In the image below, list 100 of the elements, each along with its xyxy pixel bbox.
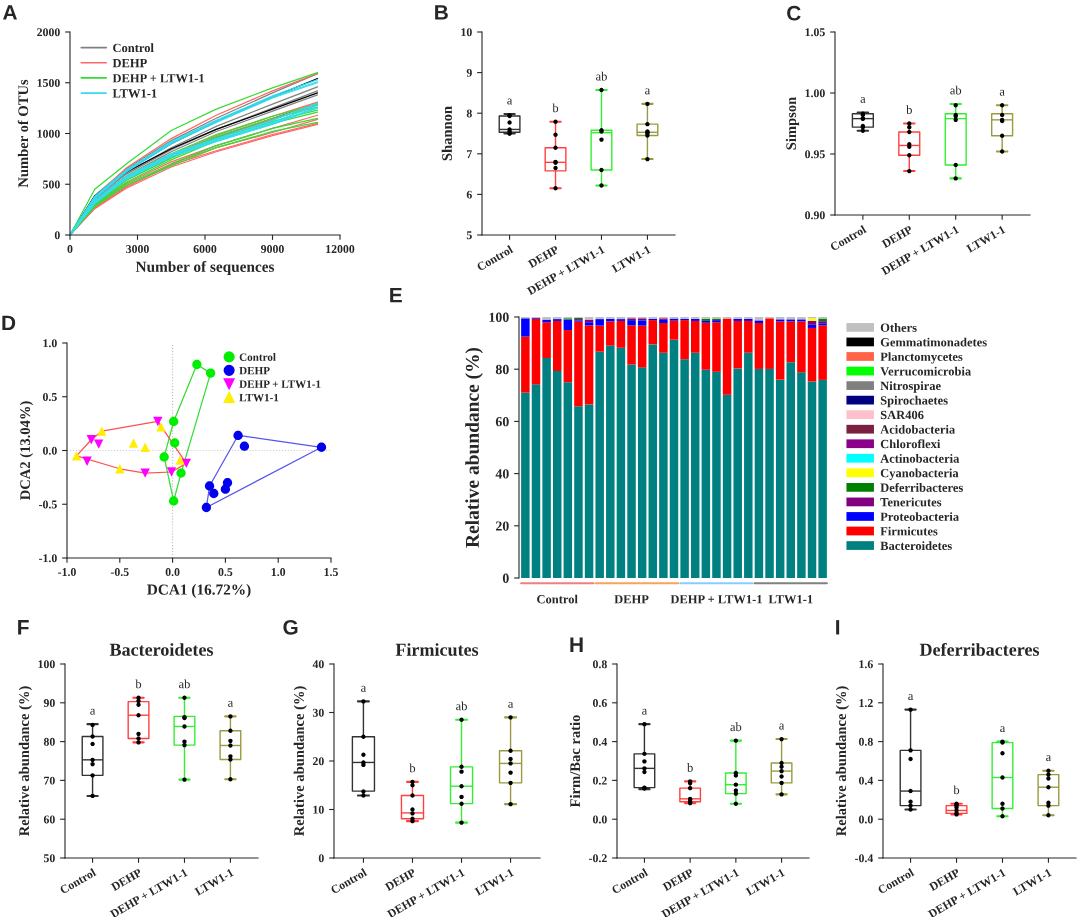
- legend-label: Gemmatimonadetes: [880, 337, 987, 347]
- legend-label: LTW1-1: [112, 89, 157, 98]
- y-tick-label: 90: [43, 699, 55, 708]
- legend-label: Spirochaetes: [880, 395, 948, 408]
- y-tick-label: 60: [43, 815, 55, 824]
- annotation: ab: [179, 679, 190, 689]
- y-tick-label: 0.0: [42, 446, 57, 455]
- y-tick-label: 1.05: [805, 28, 825, 37]
- annotation: b: [135, 679, 142, 689]
- y-tick-label: 10: [461, 28, 472, 37]
- y-tick-label: 7: [467, 150, 472, 158]
- y-tick-label: 1.6: [859, 660, 873, 669]
- x-tick-label: 0.5: [218, 568, 233, 577]
- text: B: [435, 5, 448, 20]
- y-tick-label: 5: [466, 231, 472, 240]
- y-tick-label: 1500: [37, 79, 60, 87]
- text: G: [283, 619, 298, 635]
- x-tick-label: 1.0: [271, 568, 286, 577]
- y-tick-label: 20: [495, 521, 509, 531]
- y-tick-label: 1.0: [43, 339, 57, 348]
- y-tick-label: 0.8: [592, 660, 607, 669]
- annotation: a: [779, 723, 785, 730]
- x-tick-label: DEHP + LTW1-1: [670, 595, 762, 604]
- y-tick-label: 50: [43, 854, 55, 863]
- annotation: ab: [456, 701, 467, 711]
- annotation: b: [552, 103, 559, 113]
- legend-label: Deferribacteres: [880, 482, 963, 492]
- y-tick-label: 100: [489, 312, 509, 322]
- legend-label: Others: [880, 323, 917, 332]
- y-tick-label: 9: [466, 68, 472, 77]
- legend-label: Cyanobacteria: [880, 468, 959, 480]
- legend-label: Tenericutes: [880, 497, 942, 507]
- legend-label: Proteobacteria: [880, 512, 959, 521]
- y-tick-label: 1000: [37, 129, 60, 138]
- legend-label: Control: [239, 353, 276, 361]
- x-tick-label: 6000: [193, 245, 217, 254]
- y-tick-label: 10: [313, 805, 324, 814]
- y-tick-label: 1.00: [805, 89, 825, 98]
- annotation: ab: [596, 71, 607, 81]
- text: H: [570, 637, 583, 652]
- legend-label: DEHP + LTW1-1: [112, 74, 204, 83]
- legend-label: Verrucomicrobia: [880, 366, 971, 376]
- y-tick-label: 0.2: [592, 776, 607, 785]
- y-tick-label: 0.5: [42, 393, 57, 402]
- y-tick-label: -0.4: [855, 854, 874, 863]
- x-tick-label: LTW1-1: [768, 595, 813, 604]
- y-tick-label: 0.4: [592, 737, 608, 746]
- annotation: a: [642, 708, 648, 715]
- y-tick-label: -0.5: [39, 500, 57, 509]
- y-tick-label: 30: [312, 708, 324, 717]
- annotation: a: [361, 685, 367, 692]
- legend-label: Acidobacteria: [880, 424, 955, 434]
- legend-label: LTW1-1: [239, 393, 279, 402]
- y-tick-label: 500: [43, 180, 60, 189]
- y-tick-label: 0.8: [858, 737, 873, 746]
- annotation: a: [90, 708, 96, 715]
- x-tick-label: DEHP: [614, 595, 649, 604]
- annotation: b: [687, 763, 693, 772]
- legend-label: DEHP: [112, 58, 147, 68]
- legend-label: DEHP: [239, 366, 270, 375]
- legend-label: SAR406: [880, 410, 924, 420]
- y-axis-title: Relative abundance (%): [465, 347, 483, 548]
- annotation: a: [508, 701, 514, 708]
- chart-title: Bacteroidetes: [109, 643, 214, 656]
- text: C: [787, 5, 801, 21]
- y-tick-label: -1.0: [39, 554, 57, 563]
- y-tick-label: 0.90: [805, 211, 825, 220]
- annotation: a: [860, 97, 866, 104]
- chart-title: Firmicutes: [395, 643, 479, 656]
- y-tick-label: 0.0: [592, 815, 607, 824]
- legend-label: Planctomycetes: [880, 352, 963, 364]
- y-tick-label: 100: [38, 660, 55, 669]
- annotation: b: [906, 105, 912, 115]
- legend-label: Actinobacteria: [880, 453, 960, 463]
- annotation: a: [228, 700, 234, 707]
- annotation: a: [908, 694, 914, 701]
- x-tick-label: 9000: [261, 245, 284, 254]
- y-tick-label: 0.0: [858, 815, 873, 824]
- annotation: a: [999, 89, 1005, 96]
- y-axis-title: Relative abundance (%): [293, 686, 307, 837]
- chart-title: Deferribacteres: [919, 642, 1040, 656]
- legend-label: Control: [113, 43, 154, 53]
- legend-label: Nitrospirae: [880, 381, 941, 393]
- text: E: [390, 287, 402, 303]
- x-tick-label: 12000: [326, 245, 355, 254]
- x-tick-label: 3000: [126, 245, 149, 254]
- y-axis-title: Number of OTUs: [17, 79, 29, 188]
- annotation: ab: [730, 722, 742, 732]
- y-tick-label: 80: [495, 364, 509, 375]
- y-axis-title: Simpson: [785, 96, 800, 150]
- x-tick-label: -1.0: [58, 568, 76, 577]
- y-tick-label: 0.6: [592, 699, 607, 708]
- y-axis-title: Relative abundance (%): [835, 686, 850, 837]
- annotation: a: [645, 88, 651, 95]
- text: F: [18, 620, 29, 635]
- x-tick-label: Control: [537, 594, 578, 604]
- annotation: a: [1046, 755, 1052, 762]
- annotation: a: [1000, 726, 1006, 733]
- y-tick-label: 60: [495, 416, 509, 427]
- y-axis-title: Firm/Bac ratio: [569, 715, 581, 808]
